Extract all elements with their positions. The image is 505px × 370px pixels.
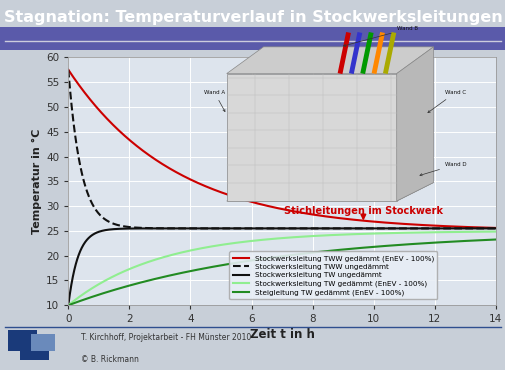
- Polygon shape: [226, 47, 433, 74]
- FancyBboxPatch shape: [0, 27, 505, 50]
- Bar: [20, 339, 48, 360]
- Text: © B. Rickmann: © B. Rickmann: [81, 355, 138, 364]
- Bar: [31, 334, 55, 352]
- Y-axis label: Temperatur in °C: Temperatur in °C: [32, 129, 42, 234]
- Text: Stagnation: Temperaturverlauf in Stockwerksleitungen: Stagnation: Temperaturverlauf in Stockwe…: [4, 10, 501, 25]
- Polygon shape: [226, 74, 396, 201]
- X-axis label: Zeit t in h: Zeit t in h: [249, 329, 314, 342]
- Text: Wand D: Wand D: [419, 162, 466, 176]
- Bar: [8, 330, 37, 352]
- Polygon shape: [226, 182, 433, 201]
- Polygon shape: [396, 47, 433, 201]
- Text: Wand A: Wand A: [204, 90, 225, 112]
- Text: Wand B: Wand B: [343, 26, 417, 47]
- Text: Wand C: Wand C: [427, 90, 465, 112]
- Text: T. Kirchhoff, Projektarbeit - FH Münster 2010: T. Kirchhoff, Projektarbeit - FH Münster…: [81, 333, 250, 342]
- Text: Stichleitungen im Stockwerk: Stichleitungen im Stockwerk: [283, 206, 442, 216]
- Legend: Stockwerksleitung TWW gedämmt (EnEV - 100%), Stockwerksleitung TWW ungedämmt, St: Stockwerksleitung TWW gedämmt (EnEV - 10…: [229, 252, 437, 299]
